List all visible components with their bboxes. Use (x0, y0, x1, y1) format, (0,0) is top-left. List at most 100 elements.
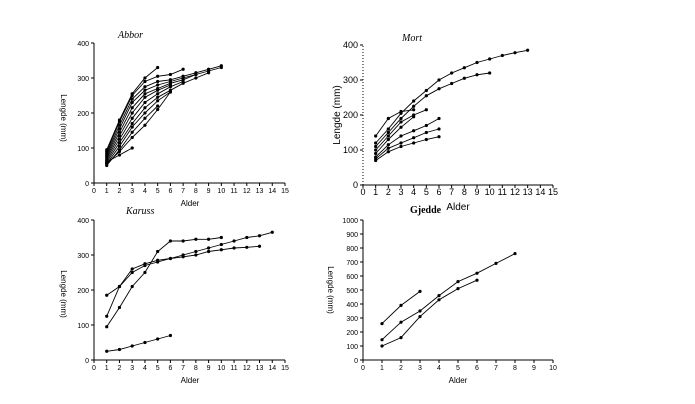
data-point (117, 144, 122, 148)
data-point (418, 289, 422, 293)
data-point (437, 127, 441, 131)
x-tick-label: 14 (268, 188, 276, 195)
chart-panel-gjedde: Gjedde Alder Lengde (mm) 0 1 2 3 4 5 6 7 8 9 10010… (326, 205, 557, 385)
data-point (374, 148, 378, 152)
y-tick-label: 500 (346, 288, 358, 295)
x-tick-label: 1 (373, 187, 378, 197)
data-point (105, 325, 109, 329)
x-tick-label: 10 (549, 365, 557, 372)
x-axis-label: Alder (446, 202, 470, 213)
x-tick-label: 1 (380, 365, 384, 372)
data-point (386, 130, 390, 135)
data-point (105, 314, 109, 318)
y-tick-label: 200 (77, 288, 89, 295)
y-tick-label: 0 (85, 358, 89, 365)
data-point (386, 137, 390, 142)
data-point (245, 235, 249, 240)
data-point (418, 309, 422, 313)
data-point (156, 74, 160, 78)
data-point (399, 336, 403, 340)
data-point (156, 65, 160, 70)
plot-area (374, 48, 530, 163)
y-tick-label: 100 (346, 344, 358, 351)
data-point (130, 100, 134, 105)
y-tick-label: 900 (346, 232, 358, 239)
data-point (437, 135, 441, 139)
data-point (181, 255, 185, 259)
data-point (418, 315, 422, 319)
data-point (380, 338, 384, 342)
x-tick-label: 10 (217, 365, 225, 372)
data-point (156, 107, 160, 112)
data-point (156, 92, 160, 96)
series-line (375, 116, 414, 154)
data-point (130, 135, 134, 140)
data-point (412, 99, 416, 103)
chart-title: Gjedde (410, 205, 442, 216)
data-point (168, 72, 172, 77)
data-point (500, 53, 504, 58)
x-tick-label: 10 (485, 187, 495, 197)
data-point (219, 65, 223, 70)
data-point (117, 305, 122, 310)
x-tick-label: 4 (143, 365, 147, 372)
data-point (105, 293, 109, 297)
data-point (156, 95, 160, 99)
series-line (375, 109, 414, 137)
data-point (130, 130, 134, 134)
data-point (143, 116, 147, 120)
data-point (130, 121, 134, 126)
y-axis-label: Lengde (mm) (332, 85, 343, 144)
x-tick-label: 13 (256, 365, 264, 372)
data-point (117, 127, 122, 131)
data-point (130, 116, 134, 120)
data-point (130, 344, 134, 348)
data-point (399, 116, 403, 121)
data-point (270, 230, 274, 234)
data-point (386, 143, 390, 147)
x-tick-label: 8 (194, 188, 198, 195)
data-point (130, 146, 134, 150)
data-point (386, 116, 390, 121)
data-point (143, 100, 147, 105)
x-tick-label: 12 (510, 187, 520, 197)
x-tick-label: 2 (386, 187, 391, 197)
y-tick-label: 800 (346, 246, 358, 253)
x-tick-label: 5 (456, 365, 460, 372)
y-tick-label: 200 (343, 110, 358, 120)
x-tick-label: 15 (281, 365, 289, 372)
data-point (462, 76, 466, 80)
data-point (194, 76, 198, 80)
data-point (168, 85, 172, 89)
data-point (117, 130, 122, 134)
x-tick-label: 4 (411, 187, 416, 197)
series-line (106, 335, 171, 352)
x-tick-label: 1 (105, 188, 109, 195)
y-tick-label: 100 (343, 145, 358, 155)
x-tick-label: 4 (143, 188, 147, 195)
chart-panel-mort: Mort Alder Lengde (mm) 0 1 2 3 4 5 6 7 8 9 10 11 12 1… (332, 33, 558, 213)
y-tick-label: 0 (353, 180, 358, 190)
chart-title: Abbor (117, 30, 143, 41)
x-tick-label: 6 (168, 365, 172, 372)
series-line (375, 118, 440, 158)
x-tick-label: 12 (243, 365, 251, 372)
data-point (257, 244, 262, 248)
y-tick-label: 300 (343, 75, 358, 85)
plot-area (380, 252, 517, 348)
x-tick-label: 5 (156, 188, 160, 195)
data-point (130, 284, 134, 289)
x-tick-label: 6 (436, 187, 441, 197)
data-point (412, 141, 416, 145)
data-point (412, 129, 416, 133)
data-point (513, 252, 517, 256)
data-point (143, 262, 147, 266)
data-point (181, 239, 185, 243)
data-point (399, 120, 403, 124)
data-point (475, 73, 479, 77)
x-tick-label: 11 (230, 188, 237, 195)
data-point (399, 109, 403, 114)
data-point (424, 88, 428, 93)
series-line (106, 91, 171, 165)
